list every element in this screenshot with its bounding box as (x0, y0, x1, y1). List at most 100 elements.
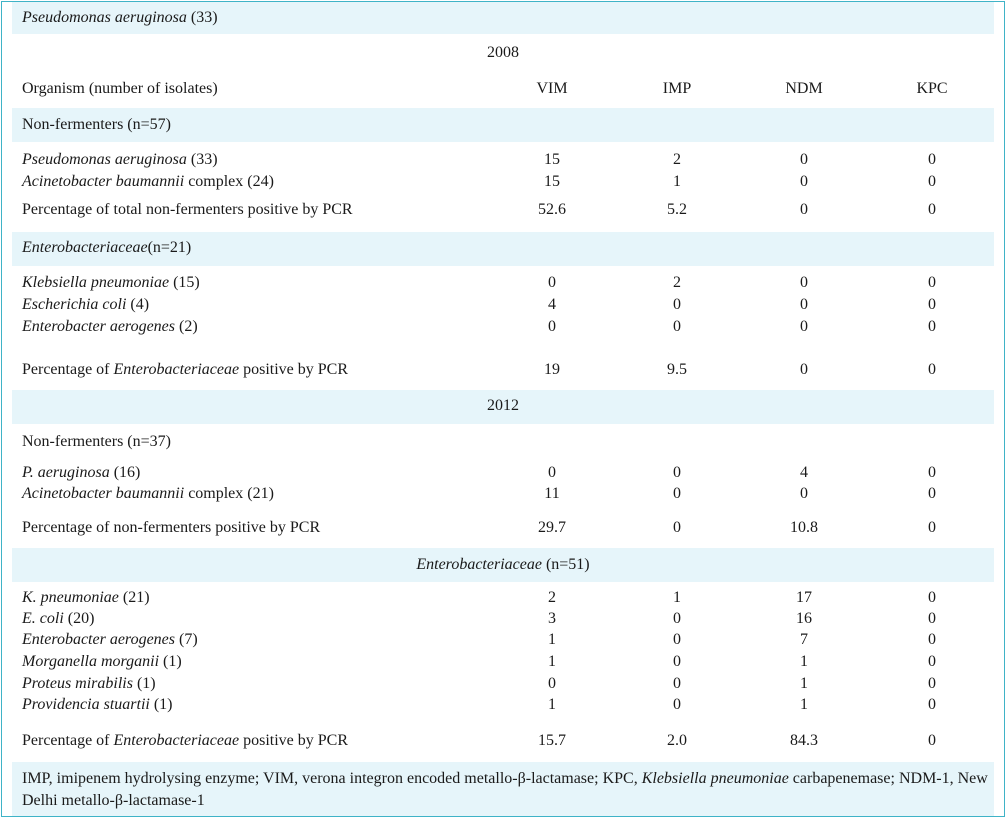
table-row: Pseudomonas aeruginosa (33) 15 2 0 0 (12, 150, 994, 172)
table-row: Providencia stuartii (1) 1 0 1 0 (12, 695, 994, 717)
vim-value: 11 (544, 485, 560, 502)
imp-value: 2 (673, 151, 681, 168)
organism-name: K. pneumoniae (21) (22, 589, 150, 606)
table-row: P. aeruginosa (16) 0 0 4 0 (12, 463, 994, 485)
column-ndm: NDM (785, 80, 823, 97)
imp-value: 0 (673, 485, 681, 502)
kpc-value: 0 (928, 732, 936, 749)
ndm-value: 7 (800, 631, 808, 648)
section-header-enterobacteriaceae-2012: Enterobacteriaceae (n=51) (12, 548, 994, 582)
vim-value: 1 (548, 653, 556, 670)
ndm-value: 0 (800, 274, 808, 291)
ndm-value: 16 (796, 610, 812, 627)
imp-value: 2 (673, 274, 681, 291)
vim-value: 15.7 (538, 732, 566, 749)
ndm-value: 0 (800, 151, 808, 168)
organism-name: Morganella morganii (1) (22, 653, 182, 670)
imp-value: 5.2 (667, 201, 687, 218)
table-row: K. pneumoniae (21) 2 1 17 0 (12, 588, 994, 610)
kpc-value: 0 (928, 151, 936, 168)
ndm-value: 1 (800, 696, 808, 713)
imp-value: 0 (673, 464, 681, 481)
ndm-value: 17 (796, 589, 812, 606)
imp-value: 0 (673, 318, 681, 335)
section-label: Enterobacteriaceae(n=21) (22, 239, 192, 256)
ndm-value: 4 (800, 464, 808, 481)
vim-value: 2 (548, 589, 556, 606)
vim-value: 15 (544, 151, 560, 168)
kpc-value: 0 (928, 653, 936, 670)
table-row: Proteus mirabilis (1) 0 0 1 0 (12, 674, 994, 696)
imp-value: 0 (673, 696, 681, 713)
kpc-value: 0 (928, 173, 936, 190)
kpc-value: 0 (928, 464, 936, 481)
section-label: Non-fermenters (n=57) (22, 116, 171, 133)
section-header-nonfermenters-2012: Non-fermenters (n=37) (12, 426, 994, 458)
ndm-value: 84.3 (790, 732, 818, 749)
table-row: Acinetobacter baumannii complex (24) 15 … (12, 172, 994, 194)
kpc-value: 0 (928, 675, 936, 692)
percentage-row: Percentage of non-fermenters positive by… (12, 518, 994, 542)
kpc-value: 0 (928, 696, 936, 713)
table-row: Enterobacter aerogenes (2) 0 0 0 0 (12, 317, 994, 339)
column-imp: IMP (662, 80, 692, 97)
table-row: Acinetobacter baumannii complex (21) 11 … (12, 484, 994, 506)
kpc-value: 0 (928, 201, 936, 218)
percentage-label: Percentage of Enterobacteriaceae positiv… (22, 732, 348, 749)
table-footnote: IMP, imipenem hydrolysing enzyme; VIM, v… (12, 762, 994, 816)
imp-value: 0 (673, 653, 681, 670)
ndm-value: 10.8 (790, 519, 818, 536)
imp-value: 0 (673, 519, 681, 536)
organism-name: Klebsiella pneumoniae (15) (22, 274, 200, 291)
section-header-nonfermenters-2008: Non-fermenters (n=57) (12, 108, 994, 142)
organism-name: Acinetobacter baumannii complex (24) (22, 173, 274, 190)
year-2012-label: 2012 (487, 397, 519, 414)
imp-value: 0 (673, 610, 681, 627)
table-row: Klebsiella pneumoniae (15) 0 2 0 0 (12, 273, 994, 295)
kpc-value: 0 (928, 589, 936, 606)
vim-value: 4 (548, 296, 556, 313)
section-label: Non-fermenters (n=37) (22, 433, 171, 450)
vim-value: 0 (548, 464, 556, 481)
table-title-row: Pseudomonas aeruginosa (33) (12, 2, 994, 34)
organism-name: Escherichia coli (4) (22, 296, 150, 313)
kpc-value: 0 (928, 519, 936, 536)
organism-name: Enterobacter aerogenes (2) (22, 318, 198, 335)
footnote-text: IMP, imipenem hydrolysing enzyme; VIM, v… (22, 770, 988, 809)
percentage-row: Percentage of Enterobacteriaceae positiv… (12, 731, 994, 755)
kpc-value: 0 (928, 318, 936, 335)
table-row: Enterobacter aerogenes (7) 1 0 7 0 (12, 630, 994, 652)
vim-value: 0 (548, 318, 556, 335)
table-row: Escherichia coli (4) 4 0 0 0 (12, 295, 994, 317)
percentage-row: Percentage of total non-fermenters posit… (12, 200, 994, 226)
kpc-value: 0 (928, 485, 936, 502)
ndm-value: 0 (800, 318, 808, 335)
table-title: Pseudomonas aeruginosa (33) (22, 9, 218, 26)
vim-value: 19 (544, 361, 560, 378)
vim-value: 3 (548, 610, 556, 627)
imp-value: 1 (673, 173, 681, 190)
column-organism: Organism (number of isolates) (22, 80, 218, 97)
imp-value: 9.5 (667, 361, 687, 378)
organism-name: Proteus mirabilis (1) (22, 675, 156, 692)
imp-value: 0 (673, 631, 681, 648)
column-header-row: Organism (number of isolates) VIM IMP ND… (12, 74, 994, 106)
imp-value: 2.0 (667, 732, 687, 749)
ndm-value: 0 (800, 173, 808, 190)
organism-name: P. aeruginosa (16) (22, 464, 141, 481)
table-row: Morganella morganii (1) 1 0 1 0 (12, 652, 994, 674)
ndm-value: 0 (800, 296, 808, 313)
section-label: Enterobacteriaceae (n=51) (416, 556, 590, 573)
kpc-value: 0 (928, 610, 936, 627)
vim-value: 52.6 (538, 201, 566, 218)
section-header-enterobacteriaceae-2008: Enterobacteriaceae(n=21) (12, 232, 994, 266)
vim-value: 0 (548, 274, 556, 291)
vim-value: 1 (548, 631, 556, 648)
organism-name: Providencia stuartii (1) (22, 696, 173, 713)
imp-value: 0 (673, 675, 681, 692)
year-2008-row: 2008 (12, 38, 994, 68)
percentage-label: Percentage of Enterobacteriaceae positiv… (22, 361, 348, 378)
kpc-value: 0 (928, 296, 936, 313)
vim-value: 1 (548, 696, 556, 713)
